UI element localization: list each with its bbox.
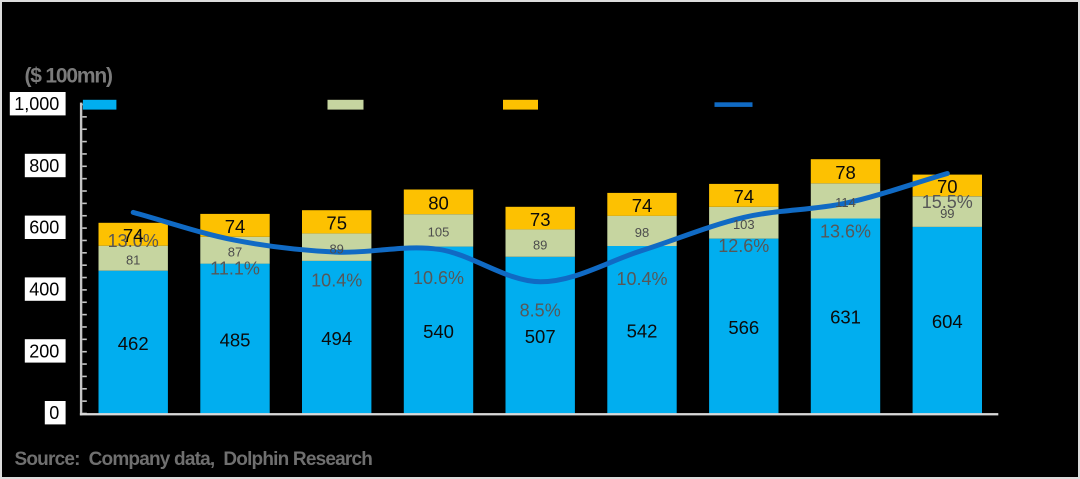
svg-text:81: 81: [126, 253, 140, 268]
svg-text:566: 566: [728, 317, 759, 338]
svg-text:11.1%: 11.1%: [210, 259, 260, 279]
svg-text:10.4%: 10.4%: [616, 269, 667, 289]
svg-text:494: 494: [321, 328, 352, 349]
svg-text:600: 600: [29, 218, 59, 238]
svg-text:800: 800: [29, 156, 59, 176]
svg-text:0: 0: [49, 403, 59, 423]
svg-text:78: 78: [835, 162, 856, 183]
svg-text:114: 114: [835, 195, 856, 210]
svg-text:631: 631: [830, 307, 861, 328]
svg-text:542: 542: [627, 321, 658, 342]
svg-text:87: 87: [228, 245, 242, 260]
svg-text:15.5%: 15.5%: [922, 192, 973, 212]
svg-text:12.6%: 12.6%: [718, 236, 769, 256]
svg-text:507: 507: [525, 326, 556, 347]
svg-text:70: 70: [937, 176, 958, 197]
svg-text:13.6%: 13.6%: [820, 222, 871, 242]
svg-text:13.0%: 13.0%: [108, 231, 159, 251]
svg-text:98: 98: [635, 225, 649, 240]
svg-text:99: 99: [940, 206, 954, 221]
svg-text:1,000: 1,000: [14, 94, 59, 114]
svg-text:400: 400: [29, 280, 59, 300]
svg-text:200: 200: [29, 341, 59, 361]
svg-text:Source: Company data, Dolphi: Source: Company data, Dolphin Research: [15, 449, 373, 470]
svg-text:80: 80: [428, 193, 449, 214]
svg-text:73: 73: [530, 209, 551, 230]
svg-text:89: 89: [533, 237, 547, 252]
svg-text:540: 540: [423, 321, 454, 342]
svg-text:74: 74: [734, 186, 755, 207]
svg-text:10.4%: 10.4%: [311, 271, 362, 291]
svg-text:74: 74: [632, 195, 653, 216]
svg-text:604: 604: [932, 311, 963, 332]
svg-text:74: 74: [225, 216, 246, 237]
svg-text:10.6%: 10.6%: [413, 268, 464, 288]
svg-text:103: 103: [733, 217, 755, 232]
svg-text:8.5%: 8.5%: [520, 300, 561, 320]
svg-text:74: 74: [123, 225, 144, 246]
svg-text:462: 462: [118, 333, 149, 354]
svg-text:485: 485: [220, 329, 251, 350]
svg-text:89: 89: [329, 241, 343, 256]
svg-text:105: 105: [428, 225, 450, 240]
svg-text:75: 75: [326, 213, 347, 234]
svg-text:($ 100mn): ($ 100mn): [25, 65, 112, 88]
